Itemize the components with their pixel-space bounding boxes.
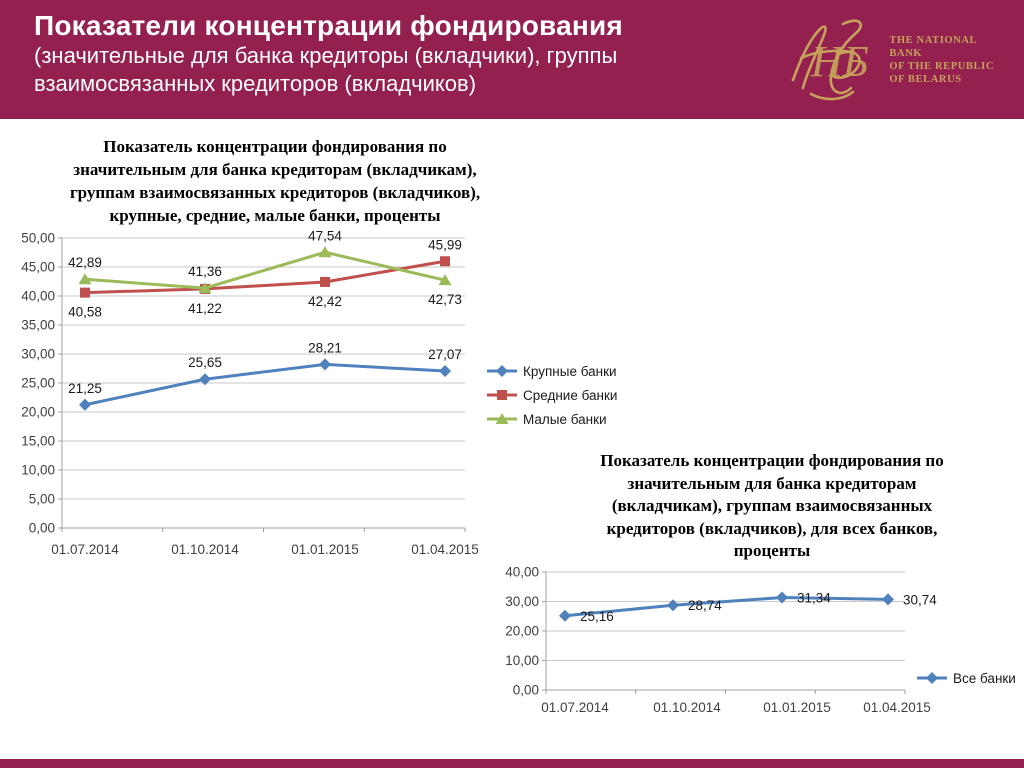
svg-text:41,22: 41,22 (188, 301, 222, 316)
svg-text:Все банки: Все банки (953, 671, 1016, 686)
chart-banks-by-size: Показатель концентрации фондирования по … (0, 130, 660, 580)
svg-text:40,00: 40,00 (21, 289, 55, 304)
svg-text:47,54: 47,54 (308, 228, 342, 243)
svg-text:41,36: 41,36 (188, 264, 222, 279)
svg-text:Крупные банки: Крупные банки (523, 364, 617, 379)
chart1-title-line: Показатель концентрации фондирования по (103, 137, 447, 156)
svg-text:01.07.2014: 01.07.2014 (541, 700, 609, 715)
svg-text:01.04.2015: 01.04.2015 (863, 700, 931, 715)
chart2-title: Показатель концентрации фондирования по … (532, 450, 1012, 563)
svg-text:21,25: 21,25 (68, 381, 102, 396)
svg-text:01.07.2014: 01.07.2014 (51, 542, 119, 557)
svg-text:Малые банки: Малые банки (523, 412, 607, 427)
svg-text:01.01.2015: 01.01.2015 (763, 700, 831, 715)
logo-text-line: THE NATIONAL (889, 34, 978, 46)
svg-text:40,00: 40,00 (505, 565, 539, 580)
chart1-title: Показатель концентрации фондирования по … (55, 136, 495, 228)
svg-text:01.10.2014: 01.10.2014 (653, 700, 721, 715)
svg-text:20,00: 20,00 (505, 624, 539, 639)
svg-text:10,00: 10,00 (21, 463, 55, 478)
svg-text:НБ: НБ (810, 37, 869, 86)
footer-bar (0, 759, 1024, 768)
svg-text:31,34: 31,34 (797, 591, 831, 606)
svg-text:5,00: 5,00 (29, 492, 55, 507)
svg-text:01.04.2015: 01.04.2015 (411, 542, 479, 557)
chart-all-banks: Показатель концентрации фондирования по … (490, 448, 1024, 748)
svg-text:20,00: 20,00 (21, 405, 55, 420)
svg-text:01.10.2014: 01.10.2014 (171, 542, 239, 557)
svg-text:28,21: 28,21 (308, 340, 342, 355)
chart1-title-line: значительным для банка кредиторам (вклад… (73, 159, 477, 179)
svg-text:01.01.2015: 01.01.2015 (291, 542, 359, 557)
svg-text:25,16: 25,16 (580, 609, 614, 624)
slide-subtitle-line-1: (значительные для банка кредиторы (вклад… (34, 43, 618, 69)
nbrb-monogram-icon: НБ (781, 10, 881, 110)
svg-text:0,00: 0,00 (513, 683, 539, 698)
nbrb-logo: НБ THE NATIONAL BANK OF THE REPUBLIC OF … (781, 8, 994, 112)
chart2-title-line: (вкладчикам), группам взаимосвязанных (611, 496, 933, 516)
logo-text-line: OF BELARUS (889, 74, 962, 86)
slide-subtitle-line-2: взаимосвязанных кредиторов (вкладчиков) (34, 70, 477, 96)
logo-text-line: BANK (889, 47, 923, 59)
chart2-title-line: кредиторов (вкладчиков), для всех банков… (606, 518, 938, 538)
svg-text:30,74: 30,74 (903, 592, 937, 607)
svg-text:30,00: 30,00 (21, 347, 55, 362)
svg-text:30,00: 30,00 (505, 594, 539, 609)
chart2-title-line: Показатель концентрации фондирования по (600, 451, 944, 470)
chart1-title-line: крупные, средние, малые банки, проценты (109, 205, 441, 225)
svg-text:45,99: 45,99 (428, 237, 462, 252)
svg-text:45,00: 45,00 (21, 260, 55, 275)
slide-header-text: Показатели концентрации фондирования (зн… (34, 10, 623, 98)
svg-text:42,73: 42,73 (428, 292, 462, 307)
svg-text:42,42: 42,42 (308, 294, 342, 309)
svg-text:25,00: 25,00 (21, 376, 55, 391)
svg-text:25,65: 25,65 (188, 355, 222, 370)
svg-text:28,74: 28,74 (688, 598, 722, 613)
svg-text:27,07: 27,07 (428, 347, 462, 362)
svg-text:50,00: 50,00 (21, 231, 55, 246)
nbrb-logo-text: THE NATIONAL BANK OF THE REPUBLIC OF BEL… (889, 34, 994, 87)
svg-text:40,58: 40,58 (68, 305, 102, 320)
svg-text:Средние банки: Средние банки (523, 388, 617, 403)
chart2-plot: 0,00 10,00 20,00 30,00 40,00 01.07.2014 01.10.… (505, 565, 1016, 716)
svg-text:35,00: 35,00 (21, 318, 55, 333)
chart1-plot: 0,00 5,00 10,00 15,00 20,00 25,00 30,00 35,00 40… (21, 228, 617, 557)
slide-title: Показатели концентрации фондирования (34, 10, 623, 41)
logo-text-line: OF THE REPUBLIC (889, 61, 994, 72)
svg-text:15,00: 15,00 (21, 434, 55, 449)
svg-text:42,89: 42,89 (68, 255, 102, 270)
svg-text:0,00: 0,00 (29, 521, 55, 536)
svg-text:10,00: 10,00 (505, 653, 539, 668)
chart2-title-line: проценты (733, 541, 811, 561)
chart2-title-line: значительным для банка кредиторам (627, 473, 917, 493)
slide-header: Показатели концентрации фондирования (зн… (0, 0, 1024, 119)
chart1-title-line: группам взаимосвязанных кредиторов (вкла… (69, 182, 481, 202)
